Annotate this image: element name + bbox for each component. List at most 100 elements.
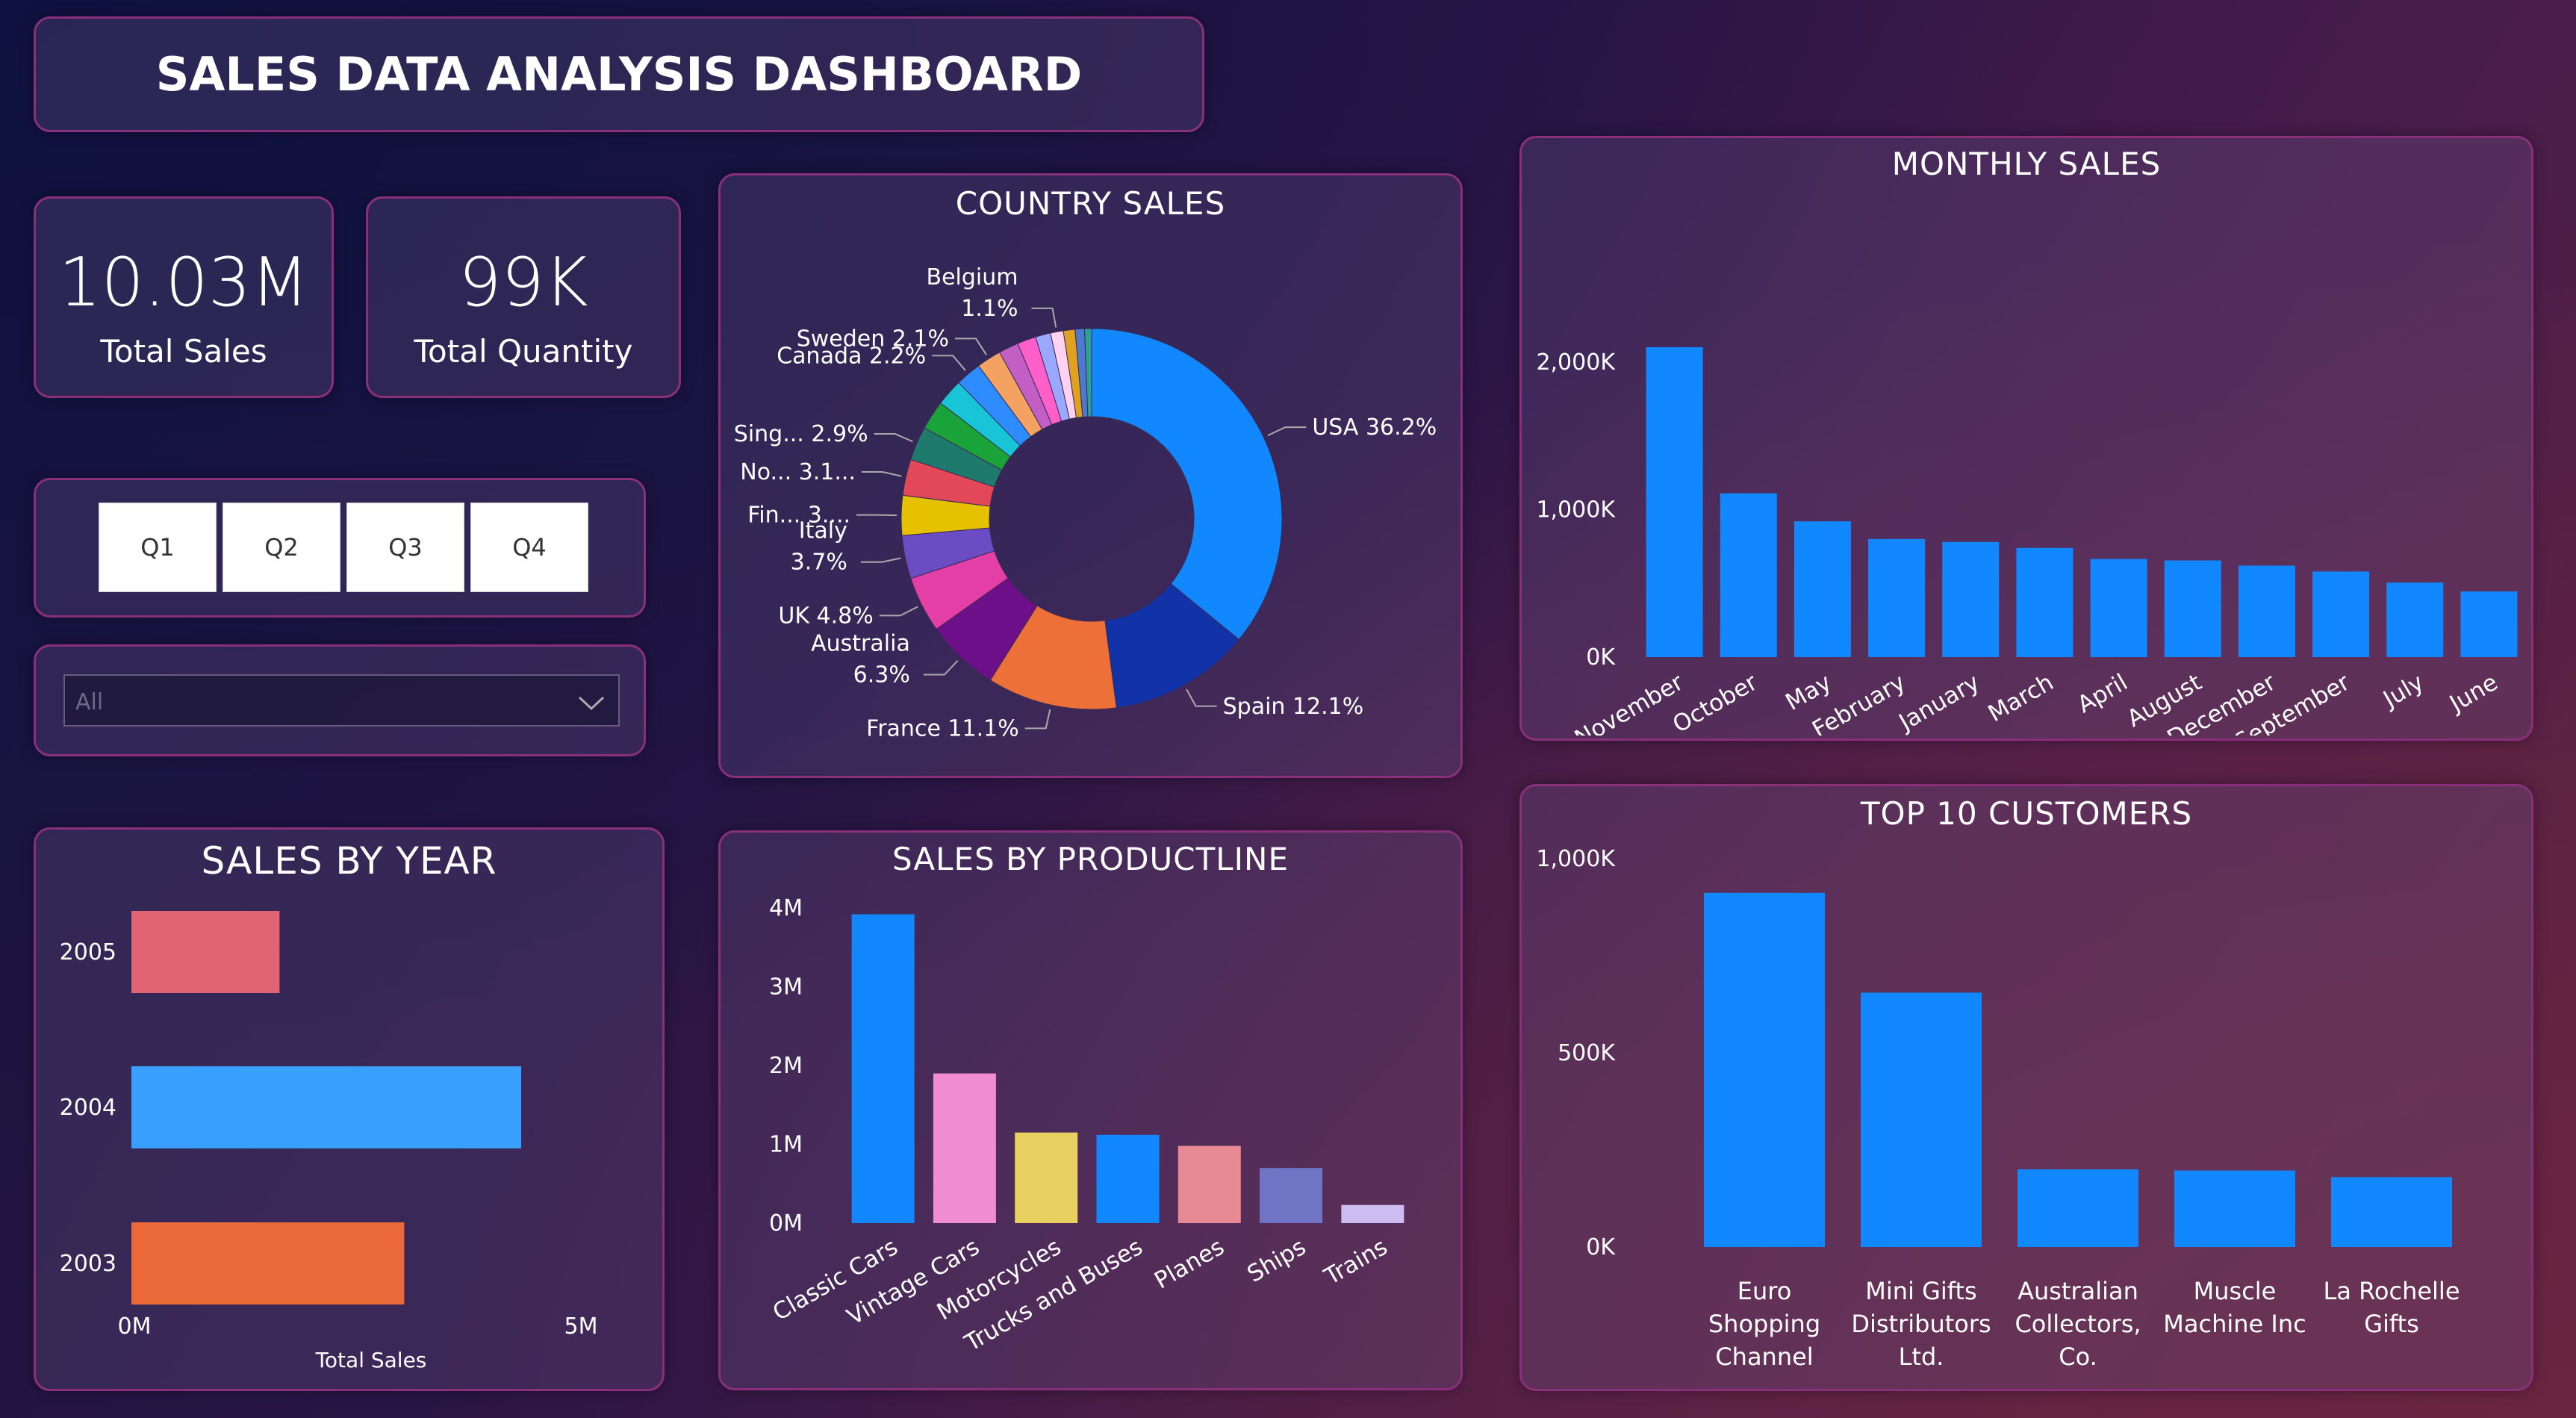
chart-title: COUNTRY SALES xyxy=(955,185,1226,222)
y-tick-label: 3M xyxy=(769,974,803,1001)
slice-label: Belgium xyxy=(927,264,1018,290)
sales-by-productline-panel: SALES BY PRODUCTLINE 0M 1M 2M 3M 4M Classic C… xyxy=(718,830,1463,1390)
bar xyxy=(1096,1134,1160,1223)
slice-label: 3.7% xyxy=(791,550,847,576)
bar xyxy=(131,911,280,993)
x-tick-label: Shopping xyxy=(1708,1310,1820,1338)
leader-line xyxy=(923,659,959,676)
y-tick-label: 0K xyxy=(1586,1234,1616,1260)
kpi-card-total-quantity: 99K Total Quantity xyxy=(366,196,681,398)
bar xyxy=(131,1222,405,1305)
x-tick-label: Trains xyxy=(1319,1234,1392,1291)
x-tick-label: Euro xyxy=(1737,1277,1792,1305)
chart-title: SALES BY PRODUCTLINE xyxy=(892,841,1289,877)
y-tick-label: 2M xyxy=(769,1053,803,1079)
bar xyxy=(1861,992,1982,1247)
y-tick-label: 0M xyxy=(769,1210,803,1237)
bar xyxy=(1793,521,1851,657)
bar xyxy=(2090,559,2147,657)
y-tick-label: 2,000K xyxy=(1536,349,1616,376)
bar xyxy=(2460,591,2518,657)
country-sales-panel: COUNTRY SALES USA 36.2% Spain 12.1% France… xyxy=(718,173,1463,778)
dropdown-value: All xyxy=(75,689,104,715)
kpi-label: Total Sales xyxy=(100,333,267,370)
x-tick-label: Ships xyxy=(1243,1234,1311,1288)
dropdown-select[interactable]: All xyxy=(63,674,620,727)
bar xyxy=(2164,560,2221,657)
bar xyxy=(933,1073,996,1223)
leader-line xyxy=(1024,709,1051,730)
x-tick-label: Planes xyxy=(1150,1234,1229,1295)
x-tick-label: La Rochelle xyxy=(2323,1277,2460,1305)
slice-label: USA 36.2% xyxy=(1312,414,1437,441)
bar xyxy=(2312,571,2370,657)
bar xyxy=(2017,1169,2138,1247)
bar xyxy=(1720,493,1777,657)
kpi-value: 10.03M xyxy=(58,243,309,322)
bar xyxy=(1646,347,1703,657)
leader-line xyxy=(955,338,987,355)
x-tick-label: June xyxy=(2444,669,2502,718)
slice-label: Spain 12.1% xyxy=(1223,694,1364,720)
bar xyxy=(1868,538,1926,657)
x-tick-label: Australian xyxy=(2017,1277,2138,1305)
bar xyxy=(2386,582,2444,657)
kpi-card-total-sales: 10.03M Total Sales xyxy=(34,196,334,398)
bar xyxy=(1015,1132,1078,1223)
x-tick-label: October xyxy=(1668,669,1762,736)
bar xyxy=(1942,541,2000,657)
leader-line xyxy=(861,471,902,477)
dropdown-slicer-panel: All xyxy=(34,644,646,756)
y-tick-label: 2003 xyxy=(60,1251,116,1277)
slice-label: Sweden 2.1% xyxy=(797,326,949,352)
y-tick-label: 1M xyxy=(769,1132,803,1158)
quarter-slicer: Q1 Q2 Q3 Q4 xyxy=(34,478,646,618)
bar xyxy=(2016,547,2073,657)
bar xyxy=(1341,1204,1404,1223)
chart-title: MONTHLY SALES xyxy=(1891,146,2162,182)
bar xyxy=(131,1066,521,1148)
bar xyxy=(2174,1170,2295,1247)
kpi-label: Total Quantity xyxy=(414,333,633,370)
slice-label: Australia xyxy=(811,631,910,657)
chevron-down-icon xyxy=(578,696,605,711)
x-tick-label: Ltd. xyxy=(1899,1343,1944,1371)
country-sales-chart: USA 36.2% Spain 12.1% France 11.1% Australi… xyxy=(734,264,1437,742)
leader-line xyxy=(874,433,913,443)
slice-label: Fin... 3.... xyxy=(747,503,850,529)
y-tick-label: 500K xyxy=(1558,1040,1616,1066)
slice-label: 6.3% xyxy=(853,662,910,688)
leader-line xyxy=(879,606,918,617)
quarter-button-q1[interactable]: Q1 xyxy=(99,503,217,592)
bar xyxy=(2238,565,2295,657)
kpi-value: 99K xyxy=(458,243,588,322)
x-tick-label: 0M xyxy=(118,1313,152,1340)
x-tick-label: Mini Gifts xyxy=(1865,1277,1976,1305)
x-axis-label: Total Sales xyxy=(315,1348,427,1372)
donut-slice xyxy=(1083,328,1092,417)
leader-line xyxy=(1031,307,1057,328)
bar xyxy=(851,914,915,1223)
slice-label: UK 4.8% xyxy=(778,603,873,629)
donut-slice xyxy=(1091,328,1283,641)
x-tick-label: Channel xyxy=(1715,1343,1813,1371)
slice-label: Sing... 2.9% xyxy=(734,421,868,447)
top-customers-chart: 0K 500K 1,000K Euro Shopping Channel Mini Gift… xyxy=(1536,846,2460,1371)
x-tick-label: Co. xyxy=(2059,1343,2097,1371)
x-tick-label: 5M xyxy=(564,1313,598,1340)
quarter-button-q4[interactable]: Q4 xyxy=(470,503,588,592)
bar xyxy=(1704,892,1825,1247)
slice-label: Canada 2.2% xyxy=(777,343,926,369)
y-tick-label: 4M xyxy=(769,895,803,921)
x-tick-label: March xyxy=(1984,669,2059,727)
quarter-button-q2[interactable]: Q2 xyxy=(223,503,340,592)
x-tick-label: Distributors xyxy=(1851,1310,1991,1338)
slice-label: 1.1% xyxy=(961,296,1018,322)
leader-line xyxy=(1186,688,1217,707)
quarter-button-q3[interactable]: Q3 xyxy=(346,503,464,592)
y-tick-label: 1,000K xyxy=(1536,497,1616,523)
slice-label: France 11.1% xyxy=(866,715,1019,741)
x-tick-label: Collectors, xyxy=(2015,1310,2141,1338)
